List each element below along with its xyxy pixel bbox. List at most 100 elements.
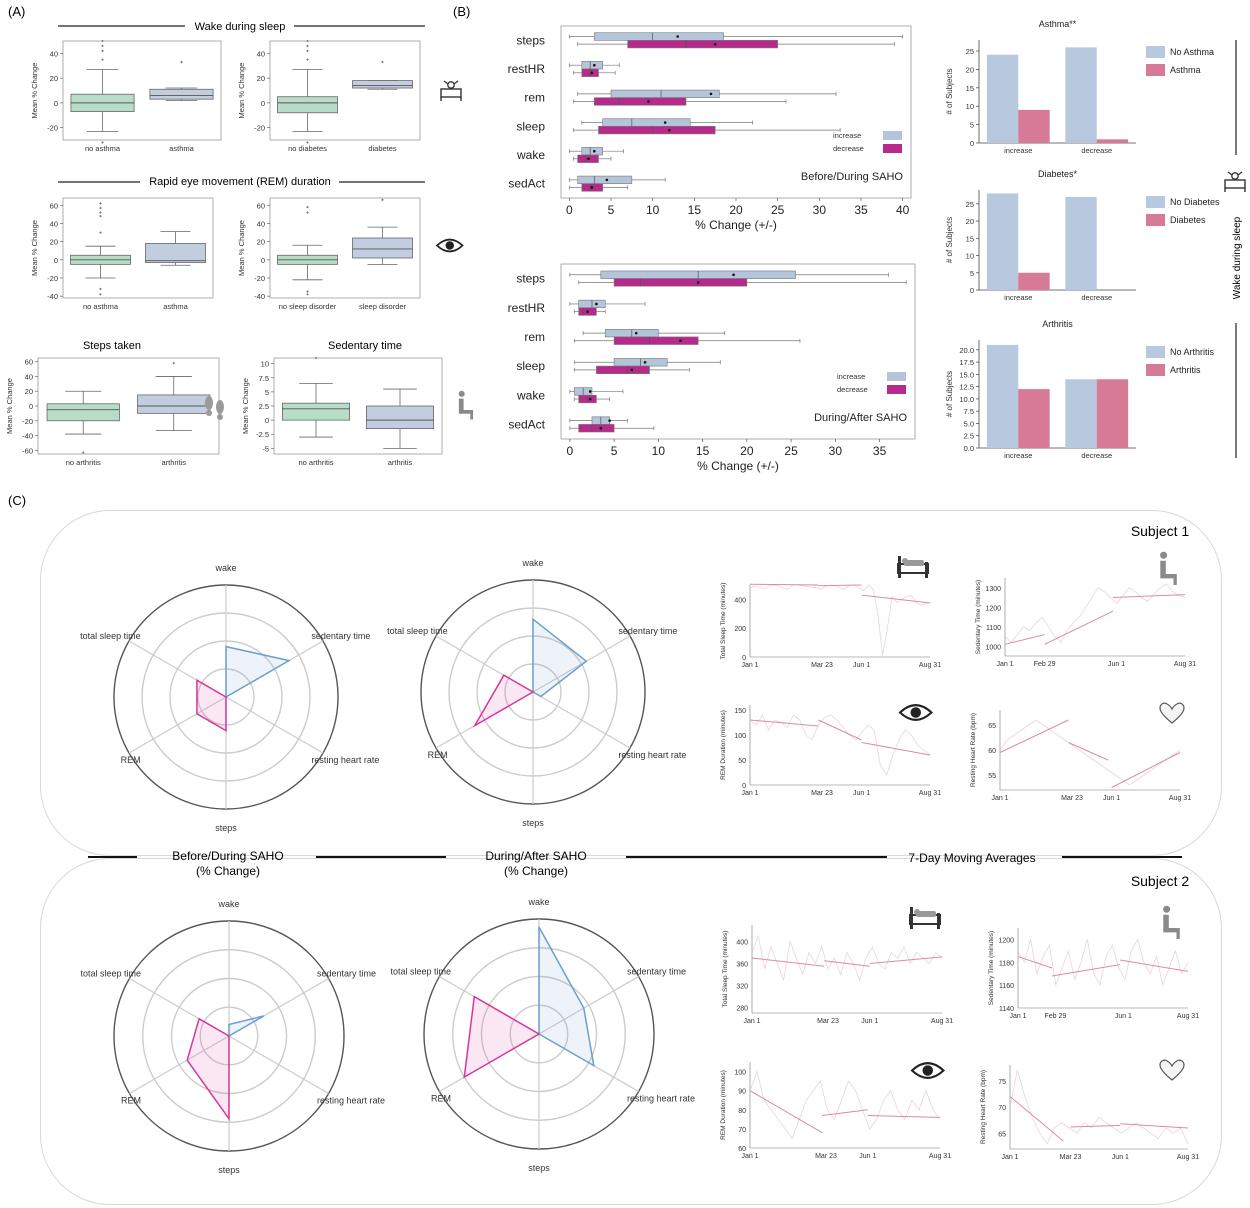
x-tick-label: Jan 1 [741, 662, 758, 669]
x-tick-label: 10 [646, 203, 660, 217]
y-tick-label: 60 [50, 201, 58, 210]
y-axis-label: Mean % Change [30, 220, 39, 276]
column-subtitle-after: (% Change) [504, 864, 568, 878]
radar-axis-label: steps [215, 823, 237, 833]
x-tick-label: Jan 1 [1009, 1013, 1026, 1020]
eye-pupil [445, 241, 454, 250]
boxplot-A3: -40 -20 0 20 40 60 Mean % Change no asthma asthm… [30, 197, 214, 311]
y-tick-label: 0 [261, 256, 265, 265]
trend-line [822, 1109, 868, 1117]
y-tick-label: 70 [738, 1127, 746, 1134]
y-axis-label: Resting Heart Rate (bpm) [980, 1070, 987, 1144]
radar-axis-label: sedentary time [311, 631, 370, 641]
x-tick-label: Jun 1 [861, 1018, 878, 1025]
y-axis-label: REM Duration (minutes) [720, 1070, 727, 1140]
radar-spoke [538, 975, 639, 1035]
trend-line [824, 960, 870, 967]
box [352, 80, 413, 89]
y-tick-label: 0 [970, 139, 974, 148]
chart-title: Diabetes* [1038, 169, 1078, 179]
y-tick-label: 10 [966, 252, 974, 261]
linechart-C10: 1140 1160 1180 1200 Jan 1 Feb 29 Jun 1 Aug 31 Se… [988, 928, 1199, 1020]
y-axis-label: Mean % Change [5, 378, 14, 434]
outlier-point [314, 356, 318, 360]
x-tick-label: Mar 23 [1061, 795, 1083, 802]
trend-line [749, 583, 819, 586]
eye-icon [910, 1062, 946, 1079]
radar-C4: wake sedentary time resting heart rate step… [390, 897, 695, 1173]
outlier-point [306, 49, 309, 53]
bar [1096, 139, 1129, 143]
x-tick-label: 5 [608, 203, 615, 217]
linechart-C6: 1000 1100 1200 1300 Jan 1 Feb 29 Jun 1 Aug 31 Se… [975, 578, 1196, 668]
y-tick-label: 15 [966, 234, 974, 243]
outlier-point [172, 361, 176, 365]
radar-axis-label: wake [214, 563, 236, 573]
x-tick-label: Aug 31 [919, 790, 941, 797]
x-tick-label: Aug 31 [1177, 1154, 1199, 1161]
column-subtitle-before: (% Change) [196, 864, 260, 878]
x-tick-label: increase [1004, 451, 1032, 460]
linechart-C12: 65 70 75 Jan 1 Mar 23 Jun 1 Aug 31 Resting Hear… [980, 1065, 1199, 1161]
bar [1065, 379, 1097, 448]
bed-frame [1224, 179, 1246, 189]
radar-axis-label: steps [218, 1165, 240, 1175]
eye-outline [910, 1062, 946, 1079]
category-label: restHR [508, 62, 546, 76]
person-head [1163, 905, 1171, 913]
mean-point [588, 397, 592, 401]
y-tick-label: 60 [25, 358, 33, 367]
bed-frame [440, 88, 462, 98]
radar-axis-label: wake [217, 899, 239, 909]
legend-swatch [1146, 64, 1165, 76]
eye-pupil [922, 1065, 933, 1076]
y-tick-label: 20 [966, 65, 974, 74]
plot-subtitle: During/After SAHO [814, 412, 907, 424]
x-tick-label: Jun 1 [1115, 1013, 1132, 1020]
y-tick-label: 17.5 [959, 358, 974, 367]
outlier-point [81, 451, 85, 454]
outlier-point [99, 211, 102, 214]
subject2-label: Subject 2 [1131, 873, 1190, 889]
column-title-moving-avg: 7-Day Moving Averages [908, 851, 1035, 865]
x-tick-label: Jun 1 [1112, 1154, 1129, 1161]
y-tick-label: 40 [50, 219, 58, 228]
trend-line [1017, 956, 1053, 969]
box [596, 365, 650, 374]
x-tick-label: Aug 31 [931, 1018, 953, 1025]
radar-C3: wake sedentary time resting heart rate step… [80, 899, 385, 1175]
x-tick-label: no arthritis [66, 458, 101, 467]
bed-post [925, 562, 928, 578]
x-axis-label: % Change (+/-) [697, 459, 779, 473]
radar-axis-label: total sleep time [80, 631, 141, 641]
y-tick-label: 5.0 [964, 419, 974, 428]
radar-axis-label: sedentary time [618, 626, 677, 636]
trend-line [869, 956, 943, 964]
x-tick-label: Aug 31 [1174, 661, 1196, 668]
y-tick-label: 65 [998, 1131, 1006, 1138]
mean-point [634, 331, 638, 335]
x-tick-label: increase [1004, 293, 1032, 302]
y-tick-label: 20 [257, 238, 265, 247]
bar [1018, 109, 1050, 143]
x-tick-label: Jan 1 [991, 795, 1008, 802]
barchart-B5: Arthritis 0.0 2.5 5.0 7.5 10.0 12.5 15.0 17.5 20.… [945, 319, 1215, 460]
x-tick-label: Jan 1 [996, 661, 1013, 668]
y-tick-label: 65 [988, 723, 996, 730]
x-tick-label: no arthritis [298, 458, 333, 467]
y-tick-label: 1160 [999, 983, 1014, 990]
trend-line [1119, 959, 1189, 972]
bar [1018, 389, 1050, 448]
category-label: rem [524, 330, 545, 344]
box [581, 61, 603, 70]
trend-line [861, 742, 931, 756]
radar-axis-label: total sleep time [390, 967, 451, 977]
radar-axis-label: wake [527, 897, 549, 907]
bed-icon [897, 556, 929, 578]
y-tick-label: 60 [988, 748, 996, 755]
boxplot-A5: -60 -40 -20 0 20 40 60 Mean % Change no arthriti… [5, 357, 220, 467]
plot-frame [560, 263, 916, 440]
legend-label: Asthma [1170, 65, 1201, 75]
radar-axis-label: resting heart rate [618, 750, 686, 760]
panel-label-a: (A) [8, 4, 25, 19]
